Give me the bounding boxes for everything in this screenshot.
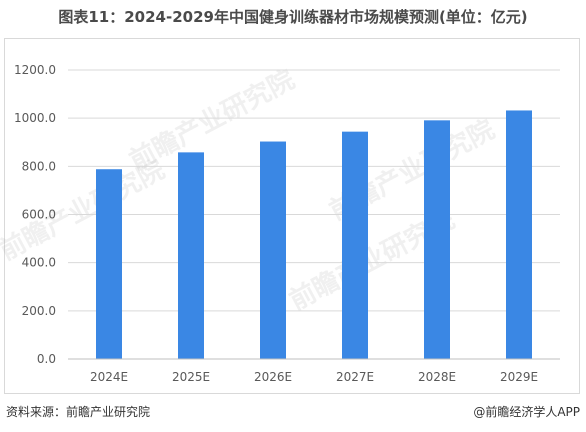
y-tick-label: 1000.0 — [14, 111, 56, 125]
source-note: 资料来源：前瞻产业研究院 — [6, 405, 151, 419]
x-tick-label: 2027E — [336, 370, 374, 384]
bar — [260, 141, 286, 359]
y-tick-label: 200.0 — [22, 304, 56, 318]
credit-note: @前瞻经济学人APP — [473, 405, 580, 419]
bar — [342, 131, 368, 359]
x-tick-label: 2026E — [254, 370, 292, 384]
x-tick-label: 2029E — [500, 370, 538, 384]
y-tick-label: 0.0 — [37, 352, 56, 366]
chart-title: 图表11：2024-2029年中国健身训练器材市场规模预测(单位：亿元) — [58, 8, 528, 26]
bar — [178, 152, 204, 359]
x-tick-label: 2024E — [90, 370, 128, 384]
y-tick-label: 400.0 — [22, 256, 56, 270]
x-tick-label: 2028E — [418, 370, 456, 384]
y-tick-label: 600.0 — [22, 208, 56, 222]
x-tick-label: 2025E — [172, 370, 210, 384]
bar-chart: 0.0 200.0 400.0 600.0 800.0 1000.0 1200.0 2024E… — [14, 63, 560, 384]
footer: 资料来源：前瞻产业研究院 @前瞻经济学人APP — [0, 400, 586, 424]
bar — [506, 110, 532, 360]
y-tick-label: 800.0 — [22, 159, 56, 173]
bar — [96, 169, 122, 359]
y-tick-label: 1200.0 — [14, 63, 56, 77]
bar — [424, 120, 450, 359]
